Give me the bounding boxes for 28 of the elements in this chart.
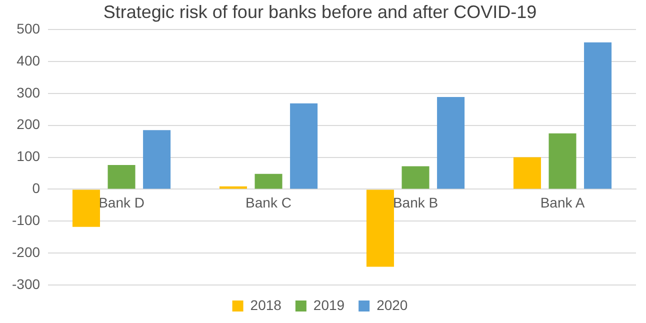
bar [366,190,394,267]
y-tick-label: -100 [12,212,40,228]
bar [513,157,541,189]
y-tick-label: 200 [16,116,40,132]
bar [254,174,282,189]
bar [402,166,430,189]
y-tick-label: 100 [16,148,40,164]
y-tick-label: 300 [16,84,40,100]
x-tick-label: Bank C [246,194,292,210]
x-tick-label: Bank B [392,194,438,210]
bar [143,130,171,189]
bar [290,103,318,189]
y-tick-label: -300 [12,276,40,292]
bar [108,164,136,189]
bar [437,96,465,189]
bar [584,42,612,189]
chart-title: Strategic risk of four banks before and after COVID-19 [103,2,537,22]
y-tick-label: 0 [32,180,40,196]
x-tick-label: Bank A [540,194,586,210]
y-tick-label: 500 [16,20,40,36]
y-tick-label: -200 [12,244,40,260]
bar [548,133,576,189]
y-tick-label: 400 [16,52,40,68]
bar [72,190,100,227]
legend-label: 2019 [313,296,345,313]
legend-label: 2020 [376,296,408,313]
x-tick-label: Bank D [98,194,144,210]
legend-label: 2018 [250,296,282,313]
